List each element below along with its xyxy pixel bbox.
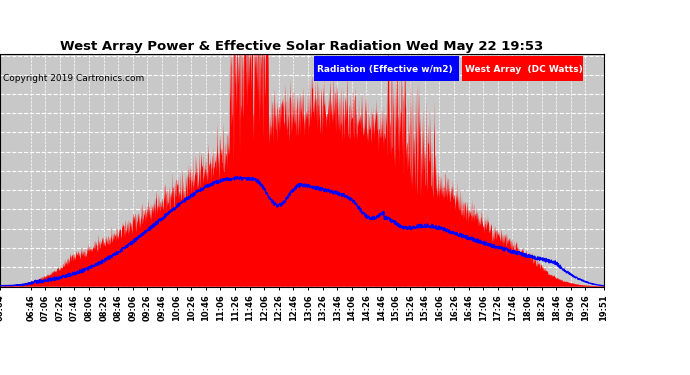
Text: Radiation (Effective w/m2): Radiation (Effective w/m2) — [317, 65, 453, 74]
Title: West Array Power & Effective Solar Radiation Wed May 22 19:53: West Array Power & Effective Solar Radia… — [60, 40, 544, 53]
Text: West Array  (DC Watts): West Array (DC Watts) — [465, 65, 583, 74]
Text: Copyright 2019 Cartronics.com: Copyright 2019 Cartronics.com — [3, 74, 145, 82]
